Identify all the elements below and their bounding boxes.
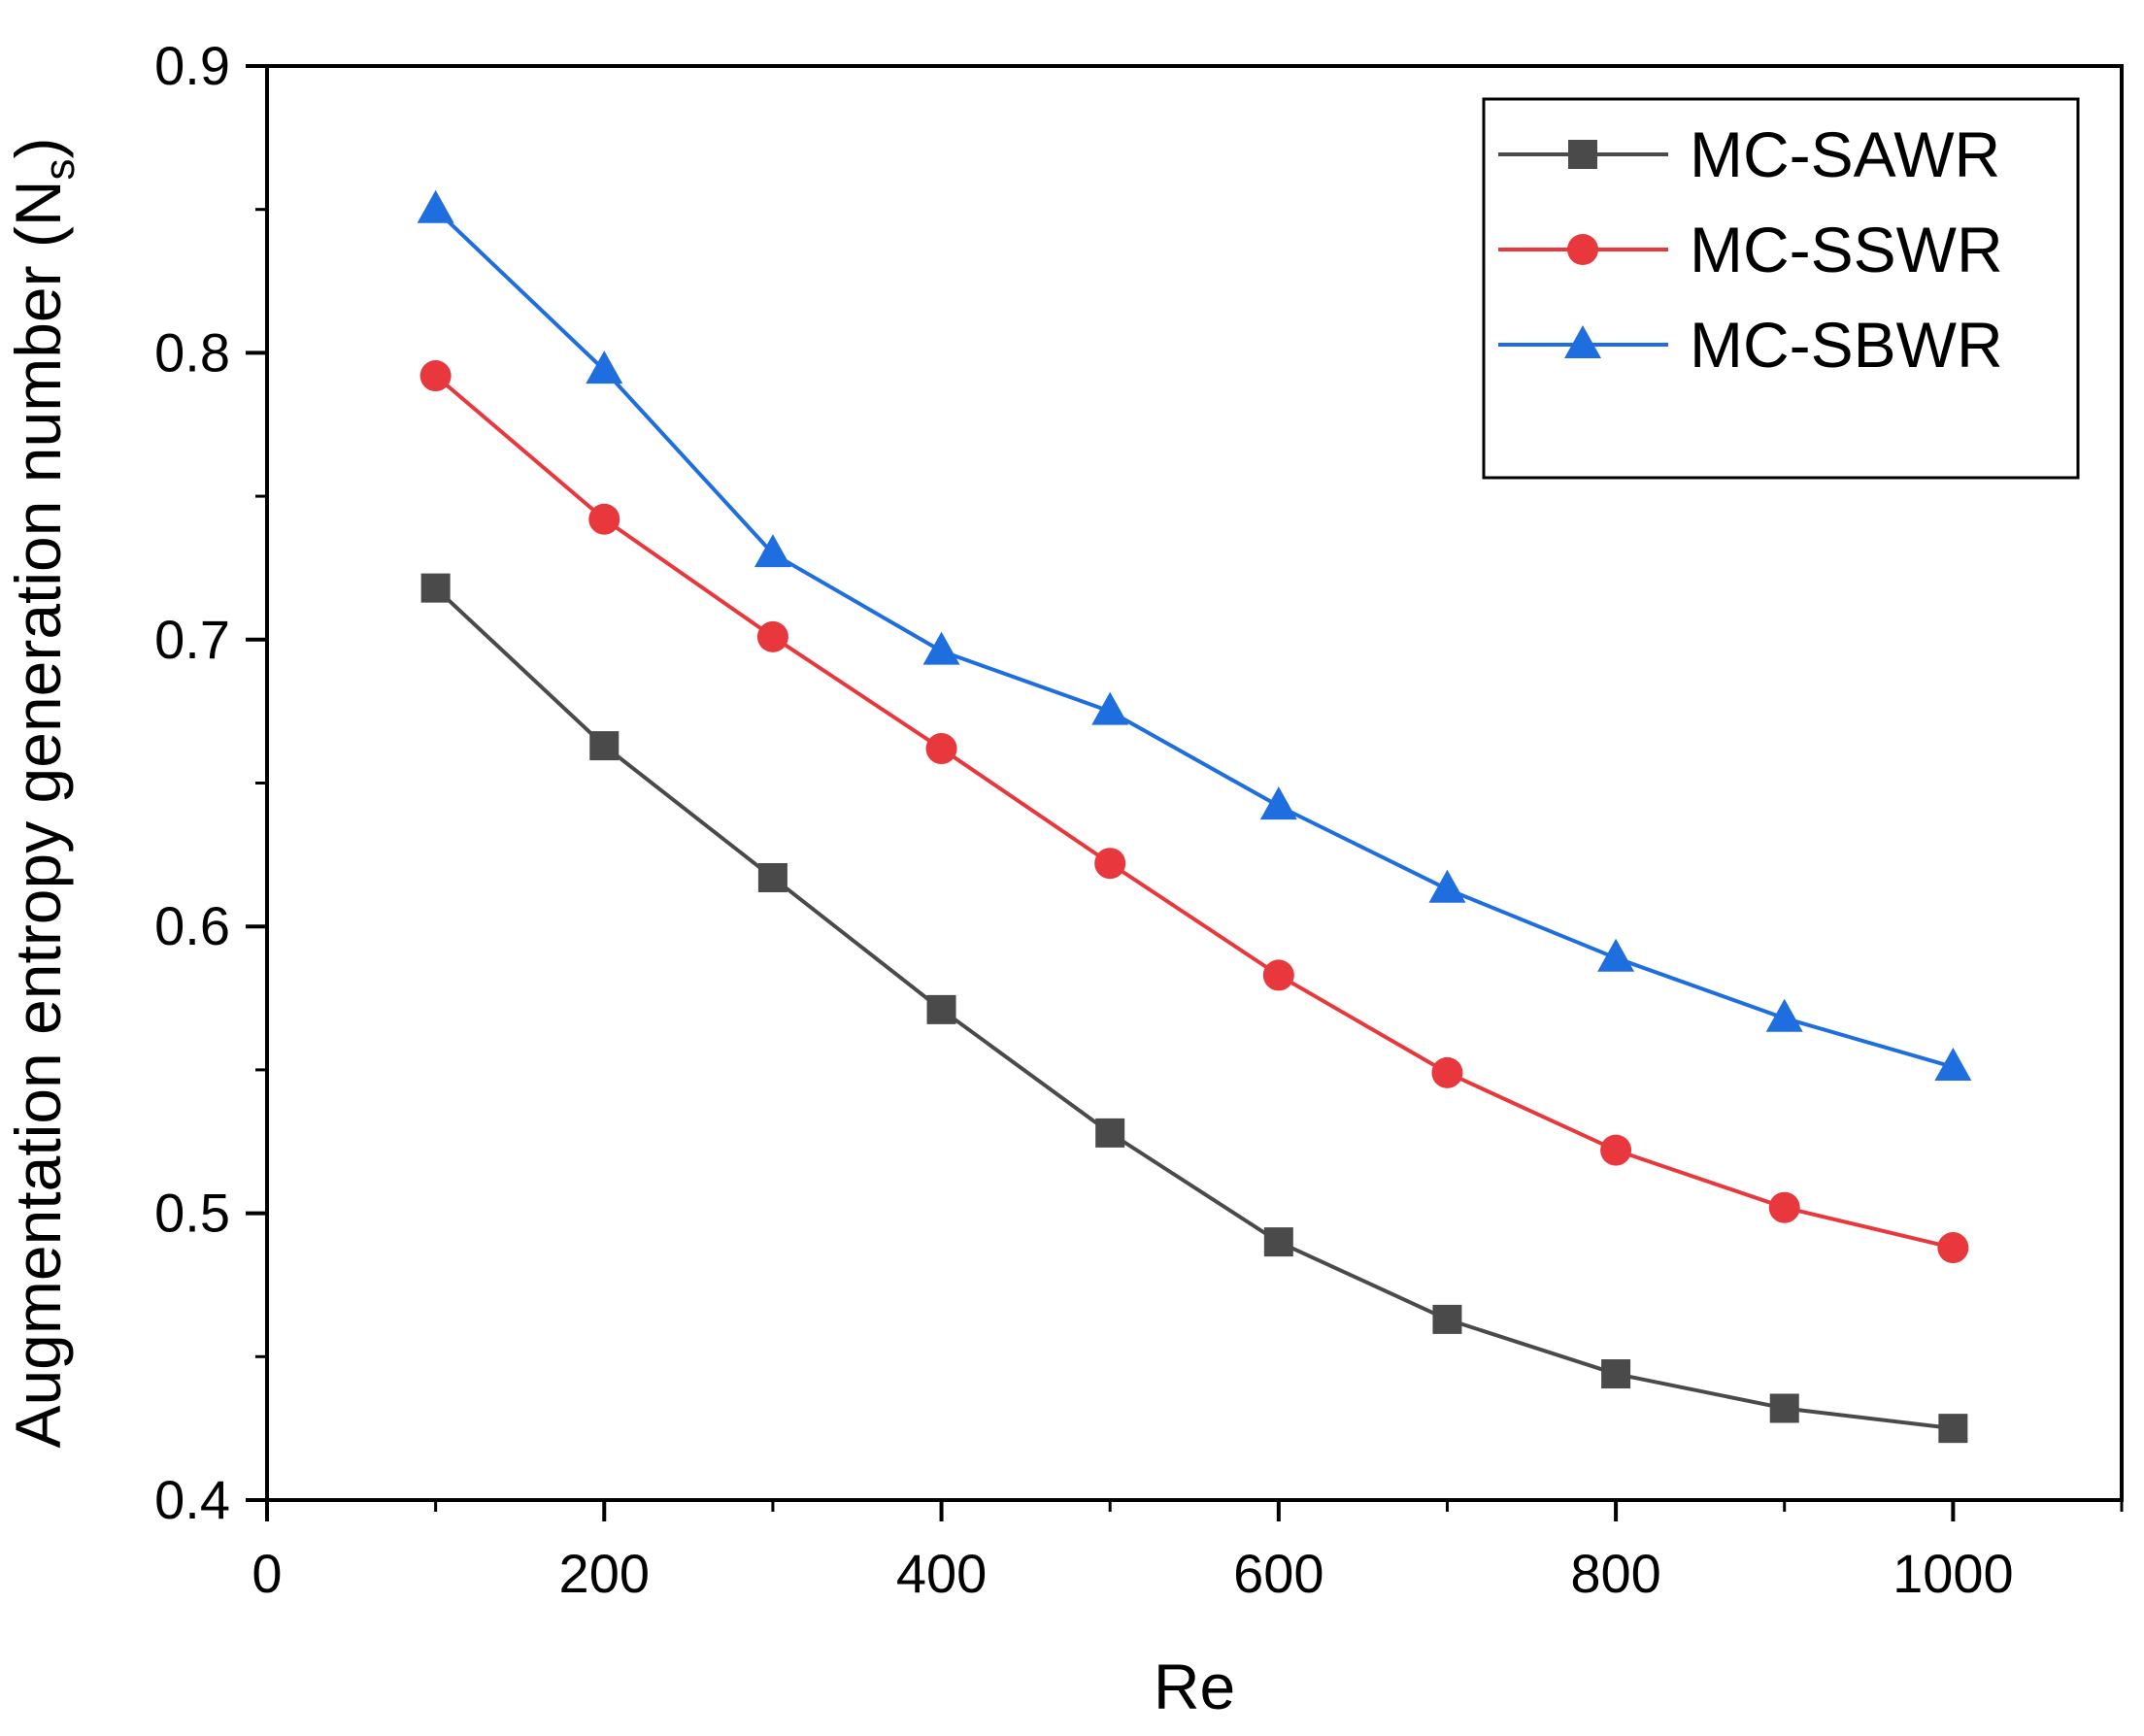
y-axis-title-subscript: s: [36, 158, 84, 180]
x-tick-label: 600: [1233, 1543, 1323, 1604]
data-point-mc-sswr: [1768, 1191, 1800, 1223]
series-line-mc-sswr: [434, 374, 1954, 1250]
legend-marker-mc-sawr: [1568, 140, 1597, 169]
data-point-mc-sawr: [1769, 1393, 1799, 1423]
x-tick-label: 400: [896, 1543, 987, 1604]
legend-item-mc-sswr: MC-SSWR: [1498, 214, 2003, 285]
y-axis-title-main: Augmentation entropy generation number (…: [2, 180, 74, 1448]
data-point-mc-sswr: [1094, 848, 1126, 880]
legend: MC-SAWR MC-SSWR MC-SBWR: [1482, 97, 2080, 480]
data-point-mc-sawr: [589, 731, 620, 761]
data-point-mc-sawr: [1432, 1304, 1462, 1334]
y-tick-label: 0.9: [154, 35, 230, 96]
data-point-mc-sawr: [926, 994, 956, 1024]
data-point-mc-sswr: [1431, 1056, 1463, 1088]
y-tick-label: 0.8: [154, 321, 230, 383]
x-tick-label: 200: [559, 1543, 650, 1604]
y-axis: 0.4 0.5 0.6 0.7 0.8 0.9: [154, 35, 267, 1530]
legend-marker-mc-sbwr: [1564, 325, 1601, 358]
y-tick-label: 0.6: [154, 895, 230, 956]
data-point-mc-sswr: [1262, 959, 1294, 991]
x-tick-label: 800: [1570, 1543, 1660, 1604]
data-point-mc-sawr: [1095, 1118, 1125, 1148]
data-point-mc-sawr: [1601, 1359, 1631, 1389]
data-point-mc-sbwr: [1259, 786, 1297, 820]
series-mc-sawr: [420, 573, 1968, 1444]
y-axis-title-close: ): [2, 137, 74, 158]
data-point-mc-sawr: [1263, 1227, 1293, 1257]
series-layer: [417, 189, 1972, 1444]
legend-label: MC-SBWR: [1690, 309, 2003, 381]
x-axis: 0 200 400 600 800 1000: [251, 1500, 2124, 1604]
y-axis-title: Augmentation entropy generation number (…: [2, 137, 84, 1448]
data-point-mc-sawr: [757, 862, 787, 892]
x-axis-title: Re: [1154, 1651, 1235, 1722]
data-point-mc-sswr: [925, 733, 957, 765]
data-point-mc-sbwr: [1428, 869, 1466, 903]
x-tick-label: 1000: [1893, 1543, 2014, 1604]
data-point-mc-sbwr: [1091, 691, 1129, 725]
data-point-mc-sswr: [1600, 1134, 1632, 1166]
series-line-mc-sbwr: [434, 208, 1954, 1069]
data-point-mc-sawr: [1938, 1414, 1968, 1444]
legend-item-mc-sawr: MC-SAWR: [1498, 118, 2000, 190]
legend-item-mc-sbwr: MC-SBWR: [1498, 309, 2003, 381]
y-tick-label: 0.5: [154, 1183, 230, 1244]
y-tick-label: 0.4: [154, 1469, 230, 1530]
data-point-mc-sswr: [588, 503, 620, 535]
data-point-mc-sbwr: [1934, 1047, 1972, 1081]
x-tick-label: 0: [251, 1543, 282, 1604]
data-point-mc-sswr: [756, 620, 788, 652]
y-tick-label: 0.7: [154, 609, 230, 670]
data-point-mc-sbwr: [586, 351, 623, 384]
legend-label: MC-SSWR: [1690, 214, 2003, 285]
legend-marker-mc-sswr: [1567, 234, 1598, 265]
data-point-mc-sswr: [1937, 1232, 1969, 1264]
data-point-mc-sbwr: [922, 631, 960, 665]
data-point-mc-sbwr: [1597, 938, 1635, 972]
data-point-mc-sswr: [419, 360, 452, 392]
data-point-mc-sbwr: [1765, 998, 1803, 1032]
data-point-mc-sawr: [420, 573, 451, 603]
data-point-mc-sbwr: [754, 534, 791, 568]
series-mc-sswr: [419, 360, 1969, 1264]
data-point-mc-sbwr: [417, 189, 454, 223]
legend-label: MC-SAWR: [1690, 118, 2000, 190]
series-mc-sbwr: [417, 189, 1972, 1081]
series-line-mc-sawr: [434, 586, 1954, 1431]
